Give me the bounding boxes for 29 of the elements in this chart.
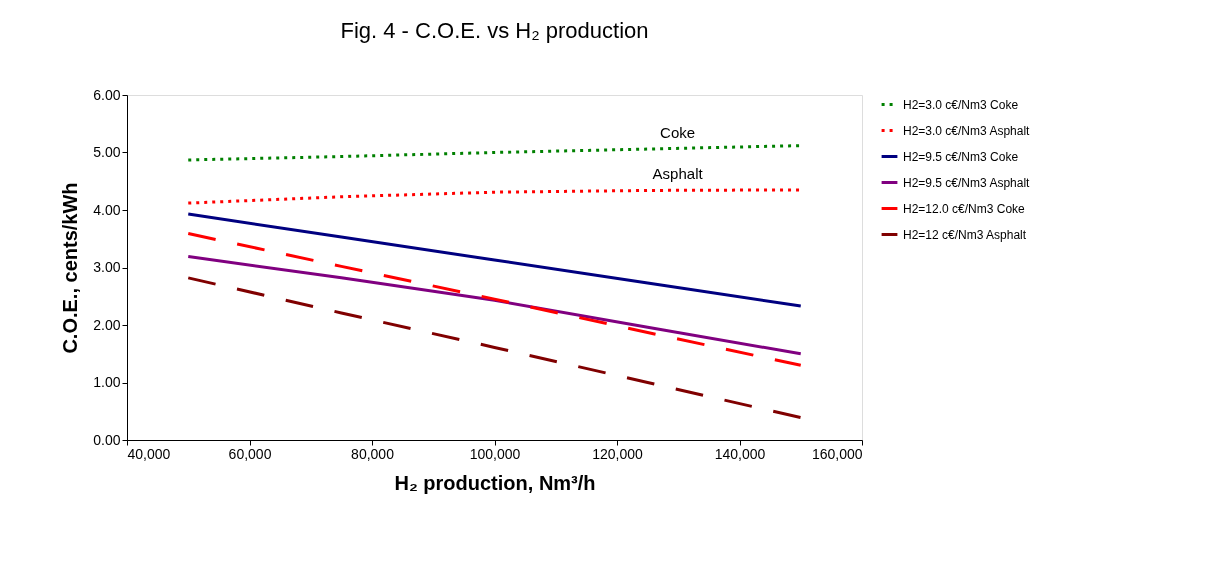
legend-label: H2=3.0 c€/Nm3 Coke bbox=[903, 97, 1019, 112]
y-tick-label: 4.00 bbox=[93, 201, 121, 218]
legend-label: H2=12.0 c€/Nm3 Coke bbox=[903, 201, 1026, 216]
line-series bbox=[186, 232, 803, 367]
x-axis-title: H₂ production, Nm³/h bbox=[394, 471, 596, 494]
chart-title: Fig. 4 - C.O.E. vs H₂ production bbox=[340, 18, 649, 43]
x-tick-label: 160,000 bbox=[811, 445, 863, 462]
legend-label: H2=9.5 c€/Nm3 Asphalt bbox=[903, 175, 1031, 190]
annotation: Asphalt bbox=[652, 165, 704, 183]
y-tick-label: 1.00 bbox=[93, 374, 121, 390]
line-series bbox=[186, 255, 803, 356]
x-tick-label: 60,000 bbox=[228, 445, 272, 462]
line-series bbox=[186, 276, 803, 420]
line-series bbox=[186, 212, 803, 308]
x-tick-label: 80,000 bbox=[351, 445, 395, 462]
annotation: Coke bbox=[660, 124, 696, 142]
y-tick-label: 0.00 bbox=[93, 431, 121, 448]
x-tick-label: 140,000 bbox=[714, 445, 766, 462]
x-tick-label: 120,000 bbox=[592, 445, 644, 462]
y-axis-title: C.O.E., cents/kWh bbox=[59, 182, 82, 354]
y-tick-label: 3.00 bbox=[93, 259, 121, 275]
legend-label: H2=9.5 c€/Nm3 Coke bbox=[903, 149, 1019, 164]
x-tick-label: 40,000 bbox=[127, 445, 171, 462]
y-tick-label: 6.00 bbox=[93, 86, 121, 103]
x-tick-label: 100,000 bbox=[469, 445, 521, 462]
y-tick-label: 5.00 bbox=[93, 144, 121, 160]
legend-label: H2=3.0 c€/Nm3 Asphalt bbox=[903, 123, 1031, 138]
legend-label: H2=12 c€/Nm3 Asphalt bbox=[903, 227, 1027, 242]
y-tick-label: 2.00 bbox=[93, 316, 121, 333]
